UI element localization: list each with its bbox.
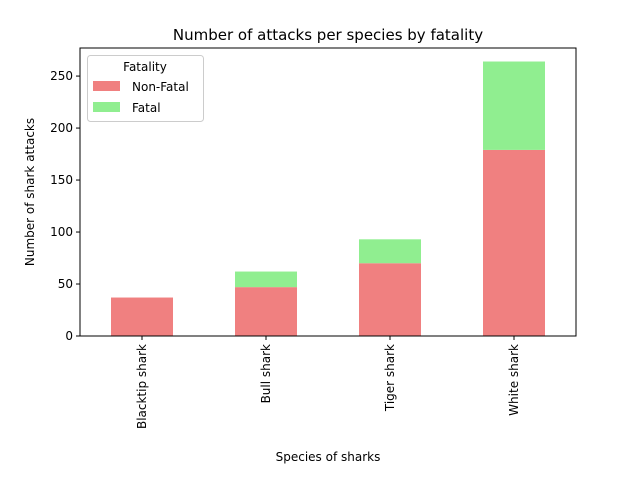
bar-non-fatal-white-shark xyxy=(483,149,545,336)
y-axis-label: Number of shark attacks xyxy=(23,118,37,266)
y-tick-label: 250 xyxy=(50,69,73,83)
x-tick-label: White shark xyxy=(507,344,521,416)
bar-fatal-white-shark xyxy=(483,61,545,150)
bar-non-fatal-blacktip-shark xyxy=(111,297,173,336)
x-axis-label: Species of sharks xyxy=(276,450,381,464)
legend-title: Fatality xyxy=(123,60,167,74)
y-tick-label: 150 xyxy=(50,173,73,187)
bars-group xyxy=(111,61,545,336)
y-tick-label: 50 xyxy=(58,277,73,291)
bar-non-fatal-tiger-shark xyxy=(359,263,421,336)
legend: Fatality Non-Fatal Fatal xyxy=(87,55,204,122)
y-axis: 0 50 100 150 200 250 xyxy=(50,69,80,343)
y-tick-label: 0 xyxy=(65,329,73,343)
chart-title: Number of attacks per species by fatalit… xyxy=(173,26,483,44)
legend-label-non-fatal: Non-Fatal xyxy=(132,80,189,94)
x-tick-label: Tiger shark xyxy=(383,344,397,412)
bar-non-fatal-bull-shark xyxy=(235,287,297,336)
x-axis: Blacktip shark Bull shark Tiger shark White… xyxy=(135,336,521,429)
y-tick-label: 200 xyxy=(50,121,73,135)
legend-swatch-non-fatal xyxy=(93,81,120,91)
bar-fatal-tiger-shark xyxy=(359,239,421,264)
x-tick-label: Blacktip shark xyxy=(135,344,149,429)
x-tick-label: Bull shark xyxy=(259,344,273,403)
plot-frame xyxy=(79,47,577,337)
y-tick-label: 100 xyxy=(50,225,73,239)
bar-fatal-bull-shark xyxy=(235,271,297,288)
legend-swatch-fatal xyxy=(93,102,120,112)
legend-label-fatal: Fatal xyxy=(132,101,161,115)
